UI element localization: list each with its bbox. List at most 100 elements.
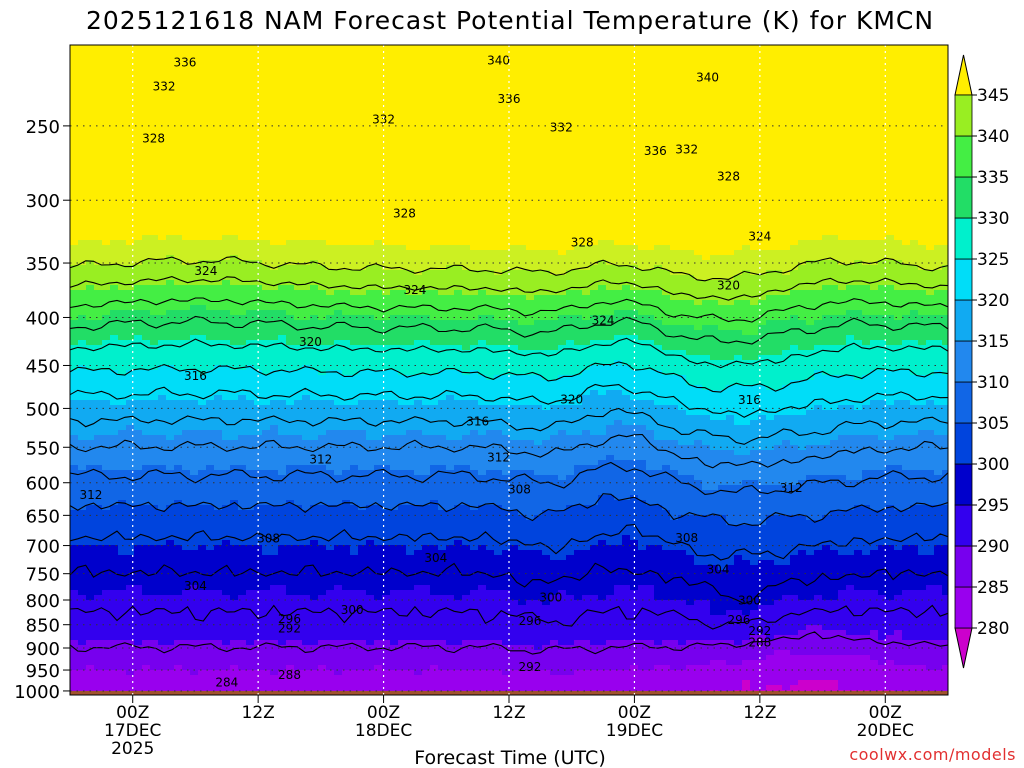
- heatmap-cell: [238, 75, 247, 81]
- heatmap-cell: [310, 600, 319, 606]
- heatmap-cell: [110, 295, 119, 301]
- heatmap-cell: [182, 340, 191, 346]
- heatmap-cell: [366, 485, 375, 491]
- heatmap-cell: [238, 155, 247, 161]
- heatmap-cell: [166, 580, 175, 586]
- heatmap-cell: [78, 120, 87, 126]
- heatmap-cell: [102, 360, 111, 366]
- heatmap-cell: [78, 265, 87, 271]
- heatmap-cell: [158, 520, 167, 526]
- heatmap-cell: [190, 45, 199, 51]
- heatmap-cell: [294, 625, 303, 631]
- heatmap-cell: [222, 305, 231, 311]
- heatmap-cell: [358, 425, 367, 431]
- heatmap-cell: [118, 295, 127, 301]
- heatmap-cell: [134, 425, 143, 431]
- heatmap-cell: [238, 630, 247, 636]
- heatmap-cell: [110, 275, 119, 281]
- heatmap-cell: [174, 300, 183, 306]
- heatmap-cell: [350, 280, 359, 286]
- heatmap-cell: [310, 330, 319, 336]
- heatmap-cell: [166, 460, 175, 466]
- heatmap-cell: [118, 595, 127, 601]
- heatmap-cell: [342, 635, 351, 641]
- heatmap-cell: [318, 305, 327, 311]
- heatmap-cell: [86, 405, 95, 411]
- heatmap-cell: [222, 430, 231, 436]
- heatmap-cell: [110, 135, 119, 141]
- heatmap-cell: [78, 205, 87, 211]
- heatmap-cell: [142, 320, 151, 326]
- heatmap-cell: [262, 655, 271, 661]
- heatmap-cell: [342, 70, 351, 76]
- heatmap-cell: [78, 395, 87, 401]
- heatmap-cell: [198, 260, 207, 266]
- heatmap-cell: [270, 580, 279, 586]
- heatmap-cell: [134, 190, 143, 196]
- heatmap-cell: [334, 500, 343, 506]
- heatmap-cell: [358, 400, 367, 406]
- heatmap-cell: [270, 345, 279, 351]
- heatmap-cell: [158, 665, 167, 671]
- heatmap-cell: [190, 220, 199, 226]
- heatmap-cell: [254, 580, 263, 586]
- heatmap-cell: [326, 230, 335, 236]
- heatmap-cell: [198, 350, 207, 356]
- heatmap-cell: [310, 125, 319, 131]
- heatmap-cell: [110, 160, 119, 166]
- heatmap-cell: [182, 360, 191, 366]
- heatmap-cell: [182, 205, 191, 211]
- heatmap-cell: [318, 385, 327, 391]
- heatmap-cell: [142, 390, 151, 396]
- heatmap-cell: [302, 450, 311, 456]
- heatmap-cell: [310, 465, 319, 471]
- heatmap-cell: [142, 110, 151, 116]
- heatmap-cell: [118, 570, 127, 576]
- heatmap-cell: [86, 455, 95, 461]
- heatmap-cell: [334, 195, 343, 201]
- heatmap-cell: [350, 125, 359, 131]
- heatmap-cell: [182, 350, 191, 356]
- heatmap-cell: [142, 540, 151, 546]
- heatmap-cell: [254, 305, 263, 311]
- heatmap-cell: [166, 530, 175, 536]
- heatmap-cell: [278, 80, 287, 86]
- heatmap-cell: [190, 520, 199, 526]
- heatmap-cell: [214, 355, 223, 361]
- heatmap-cell: [110, 685, 119, 691]
- heatmap-cell: [270, 645, 279, 651]
- heatmap-cell: [78, 525, 87, 531]
- heatmap-cell: [174, 540, 183, 546]
- heatmap-cell: [78, 570, 87, 576]
- heatmap-cell: [86, 485, 95, 491]
- heatmap-cell: [342, 550, 351, 556]
- heatmap-cell: [78, 300, 87, 306]
- heatmap-cell: [222, 100, 231, 106]
- heatmap-cell: [174, 55, 183, 61]
- heatmap-cell: [310, 215, 319, 221]
- heatmap-cell: [222, 115, 231, 121]
- heatmap-cell: [174, 75, 183, 81]
- heatmap-cell: [334, 640, 343, 646]
- heatmap-cell: [118, 165, 127, 171]
- heatmap-cell: [198, 485, 207, 491]
- heatmap-cell: [174, 125, 183, 131]
- heatmap-cell: [110, 545, 119, 551]
- heatmap-cell: [342, 460, 351, 466]
- heatmap-cell: [206, 150, 215, 156]
- heatmap-cell: [94, 575, 103, 581]
- heatmap-cell: [198, 435, 207, 441]
- heatmap-cell: [158, 200, 167, 206]
- heatmap-cell: [334, 485, 343, 491]
- heatmap-cell: [86, 555, 95, 561]
- heatmap-cell: [238, 535, 247, 541]
- heatmap-cell: [94, 215, 103, 221]
- heatmap-cell: [374, 215, 383, 221]
- heatmap-cell: [262, 550, 271, 556]
- heatmap-cell: [134, 615, 143, 621]
- heatmap-cell: [214, 515, 223, 521]
- heatmap-cell: [174, 575, 183, 581]
- heatmap-cell: [86, 490, 95, 496]
- heatmap-cell: [286, 60, 295, 66]
- heatmap-cell: [118, 650, 127, 656]
